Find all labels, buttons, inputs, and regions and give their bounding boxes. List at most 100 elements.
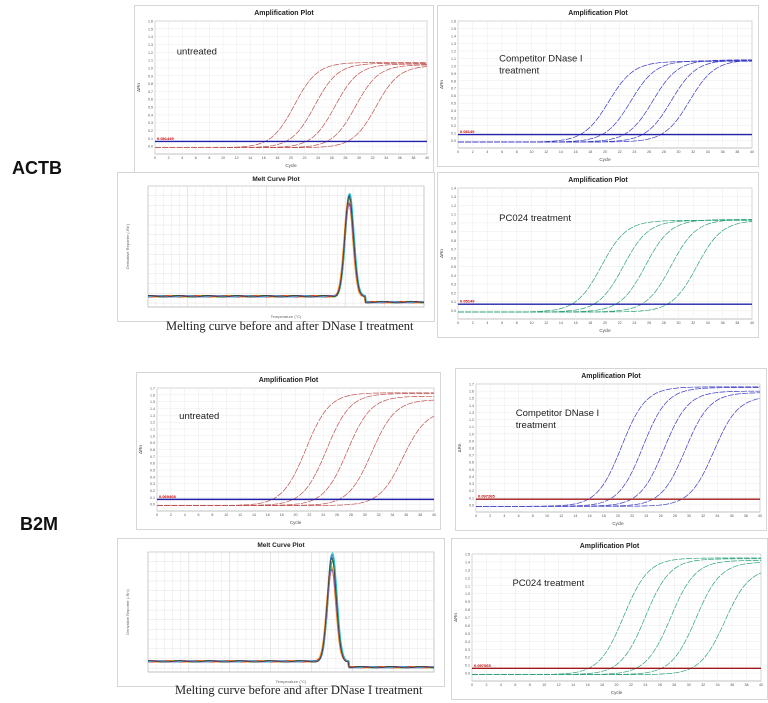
x-tick-label: 12 bbox=[544, 321, 548, 325]
x-tick-label: 0 bbox=[457, 150, 459, 154]
chart-title: Melt Curve Plot bbox=[252, 176, 300, 183]
x-tick-label: 36 bbox=[404, 513, 408, 517]
y-tick-label: 0.1 bbox=[469, 496, 474, 500]
x-tick-label: 16 bbox=[574, 150, 578, 154]
x-tick-label: 32 bbox=[377, 513, 381, 517]
amplification-curve-5 bbox=[157, 415, 435, 506]
x-tick-label: 4 bbox=[486, 321, 488, 325]
x-tick-label: 40 bbox=[759, 683, 763, 687]
x-tick-label: 2 bbox=[472, 150, 474, 154]
y-tick-label: 0.4 bbox=[451, 274, 456, 278]
y-tick-label: 1.3 bbox=[451, 195, 456, 199]
y-tick-label: 1.2 bbox=[469, 418, 474, 422]
x-tick-label: 4 bbox=[500, 683, 502, 687]
y-tick-label: 0.5 bbox=[451, 265, 456, 269]
y-axis-label: ΔRn bbox=[457, 443, 462, 452]
y-tick-label: 0.7 bbox=[469, 454, 474, 458]
chart-title: Amplification Plot bbox=[259, 377, 319, 384]
y-tick-label: 0.0 bbox=[451, 309, 456, 313]
x-tick-label: 20 bbox=[603, 321, 607, 325]
y-tick-label: 1.1 bbox=[451, 213, 456, 217]
x-tick-label: 18 bbox=[588, 321, 592, 325]
y-tick-label: 0.4 bbox=[469, 475, 474, 479]
x-tick-label: 34 bbox=[706, 150, 710, 154]
treatment-annotation: PC024 treatment bbox=[499, 213, 571, 224]
x-tick-label: 30 bbox=[357, 156, 361, 160]
x-tick-label: 26 bbox=[647, 150, 651, 154]
x-tick-label: 30 bbox=[677, 321, 681, 325]
y-tick-label: 0.2 bbox=[469, 489, 474, 493]
y-tick-label: 1.6 bbox=[451, 20, 456, 24]
x-tick-label: 32 bbox=[691, 321, 695, 325]
y-tick-label: 1.7 bbox=[150, 387, 155, 391]
y-tick-label: 1.0 bbox=[469, 432, 474, 436]
y-tick-label: 1.4 bbox=[469, 404, 474, 408]
y-tick-label: 0.6 bbox=[150, 462, 155, 466]
x-axis-label: Cycle bbox=[285, 163, 297, 168]
x-tick-label: 28 bbox=[343, 156, 347, 160]
y-tick-label: 0.9 bbox=[465, 600, 470, 604]
y-tick-label: 1.5 bbox=[465, 553, 470, 557]
x-tick-label: 16 bbox=[266, 513, 270, 517]
y-tick-label: 0.0 bbox=[451, 139, 456, 143]
y-tick-label: 0.2 bbox=[148, 129, 153, 133]
x-tick-label: 10 bbox=[224, 513, 228, 517]
x-tick-label: 8 bbox=[516, 150, 518, 154]
y-tick-label: 1.3 bbox=[148, 43, 153, 47]
panel-b2m-pc024: Amplification Plot 0.0 0.1 0.2 0.3 0.4 0.5 0.6 0… bbox=[451, 538, 768, 700]
x-tick-label: 34 bbox=[706, 321, 710, 325]
y-tick-label: 0.2 bbox=[451, 291, 456, 295]
y-tick-label: 1.2 bbox=[150, 421, 155, 425]
x-tick-label: 36 bbox=[730, 683, 734, 687]
y-tick-label: 0.9 bbox=[451, 230, 456, 234]
amplification-plot-svg: Amplification Plot 0.0 0.1 0.2 0.3 0.4 0.5 0.6 0… bbox=[138, 377, 436, 525]
x-tick-label: 30 bbox=[687, 683, 691, 687]
amplification-plot-svg: Amplification Plot 0.0 0.1 0.2 0.3 0.4 0.5 0.6 0… bbox=[136, 10, 429, 168]
treatment-annotation: treatment bbox=[516, 420, 556, 431]
x-tick-label: 28 bbox=[349, 513, 353, 517]
y-tick-label: 0.8 bbox=[469, 447, 474, 451]
y-tick-label: 0.8 bbox=[465, 608, 470, 612]
x-tick-label: 16 bbox=[586, 683, 590, 687]
x-tick-label: 10 bbox=[545, 514, 549, 518]
y-tick-label: 1.5 bbox=[148, 27, 153, 31]
y-axis-label: Derivative Reporter (-Rn') bbox=[125, 589, 130, 635]
x-tick-label: 16 bbox=[588, 514, 592, 518]
x-tick-label: 14 bbox=[571, 683, 575, 687]
y-tick-label: 1.2 bbox=[451, 204, 456, 208]
x-tick-label: 12 bbox=[559, 514, 563, 518]
y-tick-label: 0.8 bbox=[148, 82, 153, 86]
y-tick-label: 0.6 bbox=[465, 624, 470, 628]
x-tick-label: 14 bbox=[559, 150, 563, 154]
chart-title: Amplification Plot bbox=[254, 10, 314, 17]
x-tick-label: 10 bbox=[530, 321, 534, 325]
y-tick-label: 1.1 bbox=[451, 57, 456, 61]
x-tick-label: 16 bbox=[574, 321, 578, 325]
amplification-plot-svg: Amplification Plot 0.0 0.1 0.2 0.3 0.4 0.5 0.6 0… bbox=[439, 177, 754, 333]
x-tick-label: 32 bbox=[701, 514, 705, 518]
y-tick-label: 0.5 bbox=[451, 102, 456, 106]
x-tick-label: 36 bbox=[721, 321, 725, 325]
x-tick-label: 34 bbox=[384, 156, 388, 160]
y-tick-label: 0.2 bbox=[465, 656, 470, 660]
panel-actb-pc024: Amplification Plot 0.0 0.1 0.2 0.3 0.4 0.5 0.6 0… bbox=[437, 172, 759, 338]
melt-curve-plot-svg: Melt Curve Plot Temperature (°C) Derivativ… bbox=[125, 176, 425, 319]
y-tick-label: 0.7 bbox=[451, 87, 456, 91]
x-tick-label: 2 bbox=[170, 513, 172, 517]
x-tick-label: 40 bbox=[758, 514, 762, 518]
amplification-curve-5 bbox=[458, 60, 753, 143]
y-tick-label: 0.1 bbox=[150, 496, 155, 500]
y-tick-label: 0.3 bbox=[451, 283, 456, 287]
x-tick-label: 38 bbox=[735, 321, 739, 325]
x-tick-label: 20 bbox=[615, 683, 619, 687]
x-tick-label: 20 bbox=[603, 150, 607, 154]
y-tick-label: 0.3 bbox=[451, 117, 456, 121]
chart-title: Amplification Plot bbox=[568, 10, 628, 17]
plot-area bbox=[147, 551, 435, 673]
chart-title: Amplification Plot bbox=[580, 543, 640, 550]
x-tick-label: 38 bbox=[411, 156, 415, 160]
x-tick-label: 2 bbox=[472, 321, 474, 325]
y-tick-label: 0.0 bbox=[148, 145, 153, 149]
x-tick-label: 26 bbox=[330, 156, 334, 160]
x-tick-label: 0 bbox=[457, 321, 459, 325]
